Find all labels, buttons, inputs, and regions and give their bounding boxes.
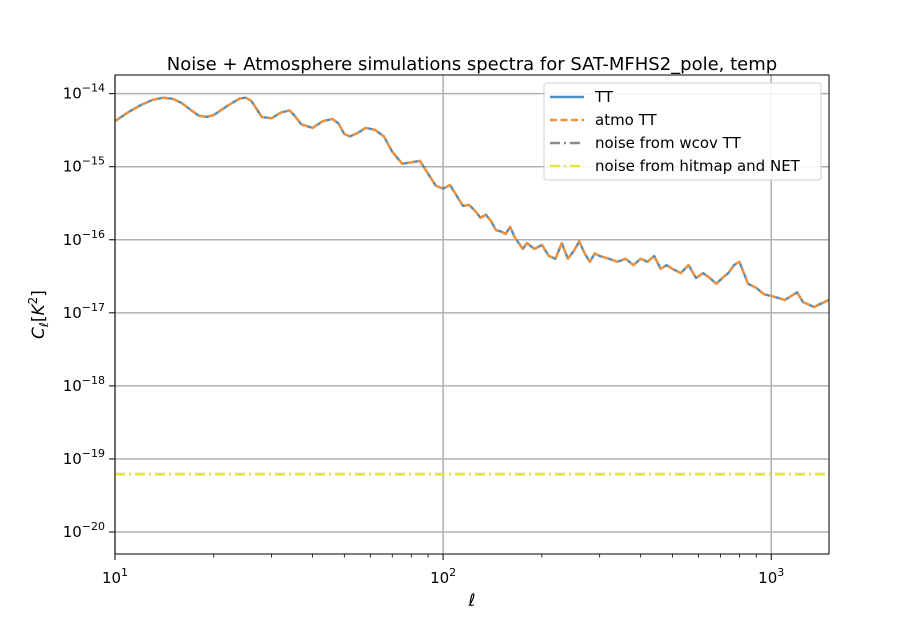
chart-title: Noise + Atmosphere simulations spectra f… [167,54,777,75]
legend-label-2: atmo TT [595,111,658,129]
y-tick-label: 10−17 [63,301,105,322]
y-tick-label: 10−16 [63,228,105,249]
y-tick-label: 10−14 [63,82,105,103]
x-tick-label: 102 [430,566,456,587]
y-axis-label: Cℓ[K2] [26,290,51,339]
x-axis-label: ℓ [467,591,475,611]
legend-label-1: TT [594,88,614,106]
legend: TT atmo TT noise from wcov TT noise from hi… [543,82,822,181]
series-layer [114,96,830,476]
legend-label-4: noise from hitmap and NET [595,157,801,175]
x-tick-label: 101 [102,566,128,587]
plot-frame [114,74,830,555]
legend-box [543,82,822,181]
legend-label-3: noise from wcov TT [595,134,742,152]
y-tick-label: 10−20 [63,520,105,541]
y-tick-label: 10−18 [63,374,105,395]
series-line-2 [114,96,830,309]
y-tick-label: 10−15 [63,155,105,176]
ticks: 101 102 103 10−14 10−15 10−16 10−17 10−18 10−19 1… [63,82,785,587]
x-tick-label: 103 [758,566,784,587]
y-tick-label: 10−19 [63,447,105,468]
